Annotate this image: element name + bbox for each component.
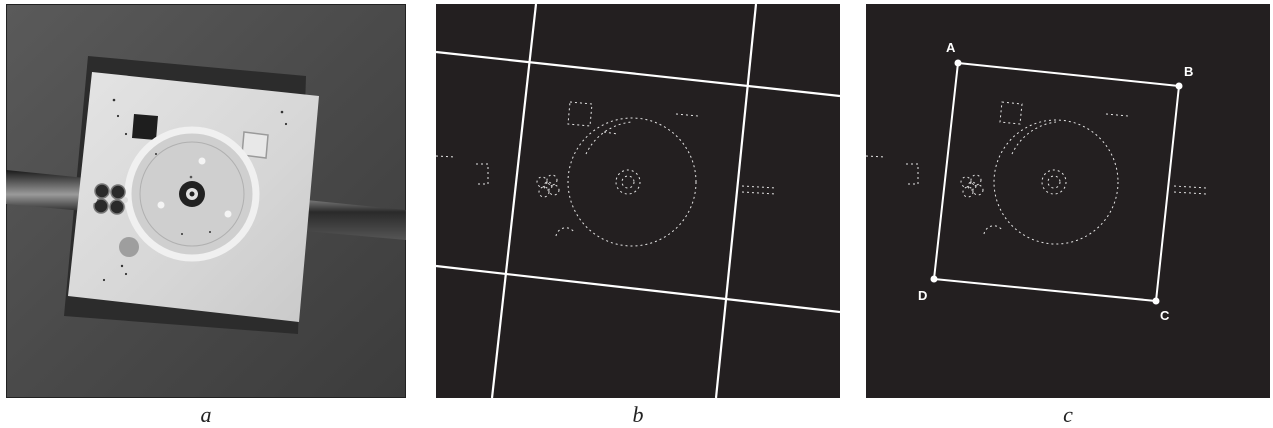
corner-label-b: B bbox=[1184, 64, 1193, 79]
edge-map bbox=[436, 4, 840, 398]
inner-ring bbox=[139, 141, 245, 247]
pin-hole bbox=[157, 201, 165, 209]
edge-background bbox=[436, 4, 840, 398]
caption-c: c bbox=[1063, 402, 1073, 427]
corner-marker-a bbox=[954, 59, 962, 67]
plate-markings bbox=[102, 98, 288, 282]
hough-line bbox=[436, 50, 840, 98]
corner-label-c: C bbox=[1160, 308, 1170, 323]
hough-line bbox=[714, 4, 758, 398]
pin-hole bbox=[189, 175, 193, 179]
corner-marker-b bbox=[1175, 82, 1183, 90]
corner-label-a: A bbox=[946, 40, 956, 55]
hough-lines bbox=[436, 4, 840, 398]
edge-background bbox=[866, 4, 1270, 398]
pin-hole bbox=[198, 157, 206, 165]
plate-photo bbox=[6, 4, 406, 398]
corner-label-d: D bbox=[918, 288, 927, 303]
hough-line bbox=[436, 264, 840, 314]
edge-features bbox=[436, 101, 777, 247]
hough-line bbox=[490, 4, 538, 398]
center-dot bbox=[189, 191, 195, 197]
edge-features bbox=[866, 101, 1207, 245]
caption-b: b bbox=[632, 402, 644, 427]
corner-detection-panel: A B C D bbox=[866, 4, 1270, 398]
pin-hole bbox=[224, 210, 232, 218]
corner-marker-c bbox=[1152, 297, 1160, 305]
corner-marker-d bbox=[930, 275, 938, 283]
connector-cluster bbox=[91, 183, 128, 215]
corner-map: A B C D bbox=[866, 4, 1270, 398]
edge-detection-panel bbox=[436, 4, 840, 398]
dark-square-marker bbox=[132, 114, 158, 140]
grey-disc bbox=[119, 237, 139, 257]
caption-a: a bbox=[200, 402, 212, 427]
light-square-marker bbox=[241, 131, 269, 159]
photo-panel bbox=[6, 4, 406, 398]
